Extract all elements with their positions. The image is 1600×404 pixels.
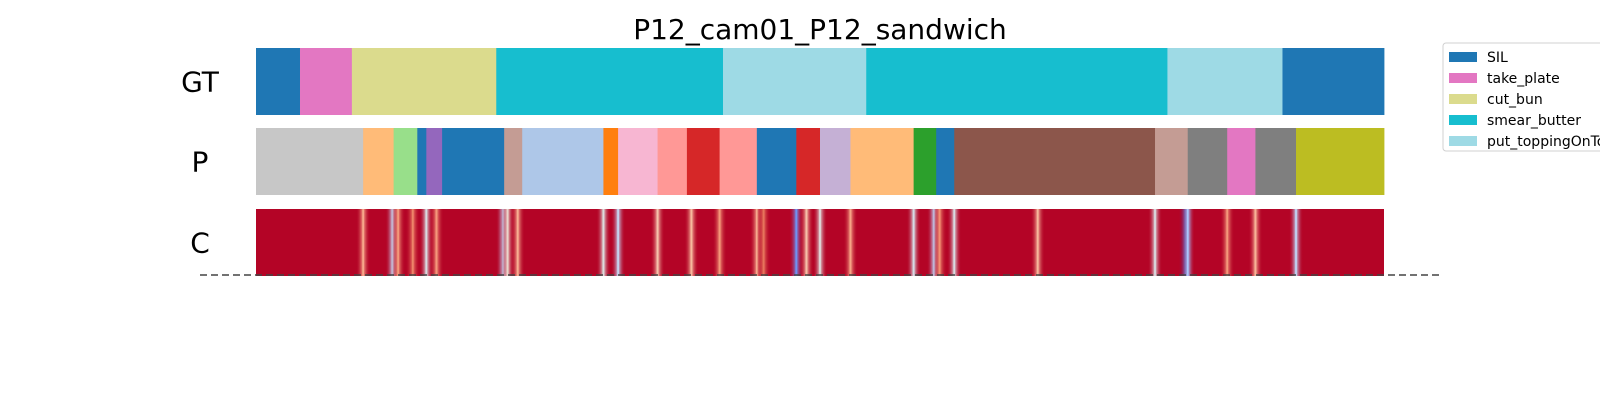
segment-p-6 [504,128,523,195]
legend-frame [1442,42,1600,152]
timeline-rows: GT P C [181,48,1385,276]
segment-p-16 [850,128,915,195]
segment-p-8 [603,128,619,195]
segment-p-15 [820,128,851,195]
confidence-mark-0 [362,209,364,276]
segment-gt-1 [299,48,353,115]
confidence-mark-4 [425,209,428,276]
confidence-mark-27 [1186,209,1189,276]
segment-p-10 [657,128,688,195]
row-p: P [192,128,1385,195]
confidence-mark-10 [617,209,619,276]
segment-p-20 [1155,128,1189,195]
confidence-mark-24 [1036,209,1039,276]
confidence-mark-5 [435,209,438,276]
segment-p-23 [1255,128,1297,195]
confidence-mark-3 [411,209,414,276]
row-c: C [190,209,1384,276]
confidence-mark-12 [690,209,693,276]
legend-swatch-0 [1449,52,1477,62]
segment-p-12 [719,128,758,195]
segment-p-21 [1187,128,1228,195]
confidence-mark-7 [506,209,509,276]
segment-p-18 [936,128,955,195]
segment-p-17 [913,128,937,195]
legend-label-2: cut_bun [1487,92,1543,108]
confidence-mark-29 [1254,209,1257,276]
segment-gt-3 [496,48,724,115]
confidence-mark-23 [953,209,956,276]
row-label-p: P [192,146,209,179]
confidence-mark-30 [1295,209,1297,276]
confidence-mark-19 [849,209,852,276]
segment-p-5 [442,128,505,195]
legend-label-4: put_toppingOnTop [1487,134,1600,150]
legend-swatch-2 [1449,94,1477,104]
legend-label-0: SIL [1487,50,1508,66]
confidence-mark-25 [1154,209,1156,276]
confidence-mark-22 [938,209,941,276]
segment-p-0 [256,128,364,195]
segment-p-7 [522,128,604,195]
confidence-mark-2 [397,209,399,276]
segment-p-3 [417,128,427,195]
confidence-mark-16 [795,209,798,276]
segment-p-9 [618,128,658,195]
segment-p-24 [1296,128,1385,195]
segment-p-22 [1227,128,1256,195]
segment-p-2 [393,128,418,195]
segment-gt-4 [722,48,867,115]
segment-gt-5 [866,48,1168,115]
row-label-gt: GT [181,66,220,99]
legend-swatch-1 [1449,73,1477,83]
confidence-mark-8 [516,209,519,276]
segment-p-11 [686,128,721,195]
confidence-mark-28 [1226,209,1229,276]
confidence-mark-18 [819,209,821,276]
confidence-mark-17 [805,209,808,276]
segment-gt-6 [1167,48,1283,115]
legend-label-3: smear_butter [1487,113,1581,129]
segment-gt-0 [256,48,301,115]
segment-p-19 [954,128,1156,195]
legend-swatch-4 [1449,136,1477,146]
segment-p-1 [363,128,395,195]
segment-gt-2 [351,48,497,115]
confidence-mark-20 [912,209,915,276]
confidence-mark-9 [602,209,605,276]
row-gt: GT [181,48,1385,115]
segment-p-13 [756,128,797,195]
confidence-mark-13 [718,209,721,276]
segment-p-4 [426,128,443,195]
confidence-mark-15 [762,209,765,276]
segment-gt-7 [1282,48,1385,115]
legend-label-1: take_plate [1487,71,1560,87]
chart-title: P12_cam01_P12_sandwich [633,13,1007,46]
legend: SIL take_plate cut_bun smear_butter put_topp… [1442,42,1600,152]
segment-p-14 [796,128,821,195]
confidence-mark-11 [656,209,659,276]
legend-swatch-3 [1449,115,1477,125]
row-label-c: C [190,227,210,260]
